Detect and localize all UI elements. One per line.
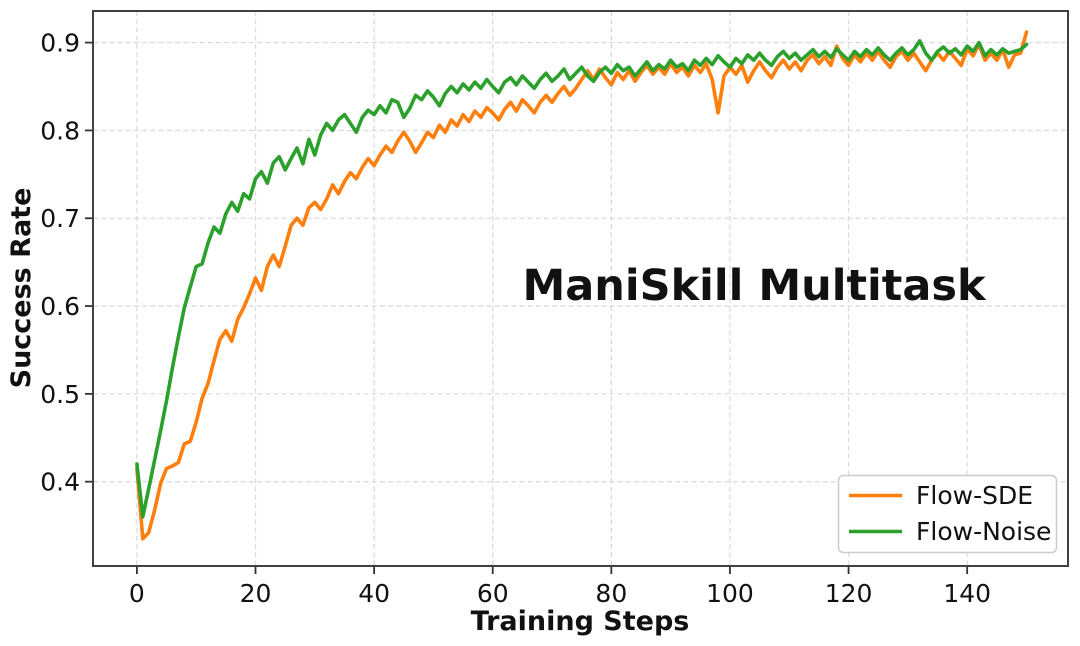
legend-label-flow-noise: Flow-Noise bbox=[916, 517, 1051, 546]
y-tick-label: 0.9 bbox=[40, 29, 80, 58]
x-tick-label: 0 bbox=[129, 579, 145, 608]
x-tick-label: 140 bbox=[943, 579, 991, 608]
x-tick-label: 20 bbox=[240, 579, 272, 608]
y-axis-label: Success Rate bbox=[6, 188, 37, 389]
annotation-title: ManiSkill Multitask bbox=[522, 261, 987, 311]
x-tick-label: 120 bbox=[825, 579, 873, 608]
legend-label-flow-sde: Flow-SDE bbox=[916, 481, 1033, 510]
axis-ticks bbox=[85, 41, 969, 574]
series-line-flow-sde bbox=[135, 30, 1029, 541]
legend: Flow-SDE Flow-Noise bbox=[837, 474, 1058, 554]
x-tick-label: 40 bbox=[358, 579, 390, 608]
x-tick-label: 100 bbox=[706, 579, 754, 608]
x-tick-label: 60 bbox=[477, 579, 509, 608]
x-tick-label: 80 bbox=[595, 579, 627, 608]
tick-labels: 0 20 40 60 80 100 120 140 0.4 0.5 0.6 0.7 0.8 0.9 bbox=[40, 29, 991, 608]
y-tick-label: 0.6 bbox=[40, 292, 80, 321]
x-axis-label: Training Steps bbox=[471, 606, 690, 637]
gridlines bbox=[93, 11, 1068, 566]
y-tick-label: 0.7 bbox=[40, 204, 80, 233]
series-line-flow-noise bbox=[135, 39, 1029, 519]
y-tick-label: 0.8 bbox=[40, 116, 80, 145]
y-tick-label: 0.5 bbox=[40, 380, 80, 409]
plot-border bbox=[92, 10, 1069, 567]
y-tick-label: 0.4 bbox=[40, 468, 80, 497]
data-series bbox=[135, 30, 1029, 541]
